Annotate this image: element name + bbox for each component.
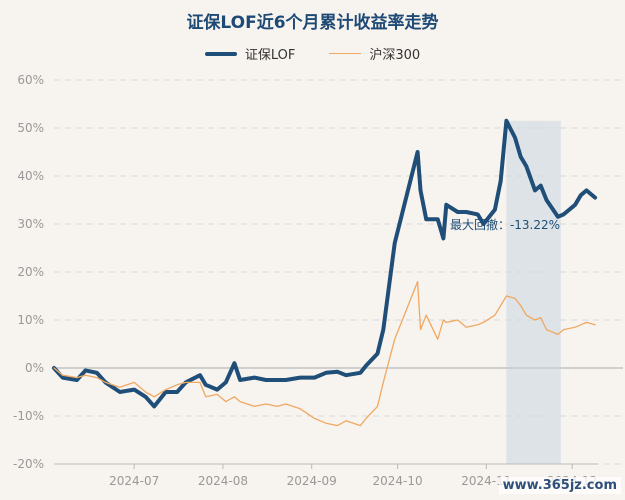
y-tick-label: 10% <box>17 313 44 327</box>
series-line-fund <box>52 118 598 409</box>
series-line-index <box>53 280 596 427</box>
chart-title: 证保LOF近6个月累计收益率走势 <box>186 13 439 33</box>
x-tick-label: 2024-09 <box>287 474 337 488</box>
x-tick-label: 2024-10 <box>373 474 423 488</box>
legend-label-fund: 证保LOF <box>244 48 296 63</box>
y-tick-label: 0% <box>25 361 44 375</box>
legend-item-index[interactable]: 沪深300 <box>329 44 420 63</box>
y-tick-label: 60% <box>17 73 44 87</box>
legend-item-fund[interactable]: 证保LOF <box>204 44 296 63</box>
y-tick-label: 50% <box>17 121 44 135</box>
legend-swatch-index <box>329 53 362 54</box>
legend-swatch-fund <box>204 51 237 56</box>
y-tick-label: -10% <box>13 409 44 423</box>
x-tick-label: 2024-08 <box>198 474 248 488</box>
watermark-text: www.365jz.com <box>498 477 621 494</box>
y-tick-label: -20% <box>13 457 44 471</box>
max-drawdown-label: 最大回撤：-13.22% <box>450 217 560 232</box>
y-tick-label: 20% <box>17 265 44 279</box>
drawdown-region <box>506 120 561 465</box>
y-tick-label: 40% <box>17 169 44 183</box>
x-tick-label: 2024-07 <box>109 474 159 488</box>
y-tick-label: 30% <box>17 217 44 231</box>
legend-label-index: 沪深300 <box>369 48 421 63</box>
legend: 证保LOF 沪深300 <box>0 44 625 63</box>
